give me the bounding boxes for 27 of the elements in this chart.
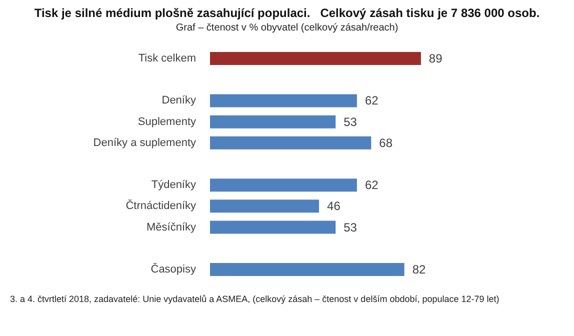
- bar: [210, 115, 336, 128]
- bar: [210, 136, 372, 150]
- text: 3. a 4. čtvrtletí 2018, zadavatelé: Unie vydavatelů a ASMEA, (celkový zásah – čtenost v delším období, populace 12-79 let): [10, 293, 500, 306]
- chart-subtitle: Graf – čtenost v % obyvatel (celkový zásah/reach): [176, 22, 398, 34]
- data-label: 53: [344, 220, 358, 234]
- data-label: 46: [327, 199, 341, 214]
- bar: [210, 220, 336, 234]
- y-tick-label: Týdeníky: [151, 179, 196, 192]
- data-label: 62: [364, 178, 379, 192]
- data-label: 53: [344, 114, 358, 129]
- bar: [210, 94, 357, 108]
- data-label: 82: [412, 262, 426, 276]
- chart-title: Tisk je silné médium plošně zasahující populaci. Celkový zásah tisku je 7 836 000 osob.: [34, 6, 540, 20]
- y-tick-label: Měsíčníky: [146, 221, 196, 234]
- bar: [210, 52, 421, 66]
- y-tick-label: Deníky a suplementy: [93, 136, 196, 149]
- y-tick-label: Tisk celkem: [138, 52, 196, 65]
- bar: [210, 178, 357, 192]
- data-label: 89: [428, 52, 443, 66]
- data-label: 68: [379, 136, 393, 150]
- y-tick-label: Deníky: [162, 94, 196, 107]
- y-tick-label: Časopisy: [150, 262, 196, 276]
- bar: [210, 200, 320, 213]
- y-tick-label: Čtrnáctideníky: [126, 199, 196, 212]
- bar: [210, 262, 404, 276]
- y-tick-label: Suplementy: [138, 116, 196, 128]
- data-label: 62: [364, 94, 379, 108]
